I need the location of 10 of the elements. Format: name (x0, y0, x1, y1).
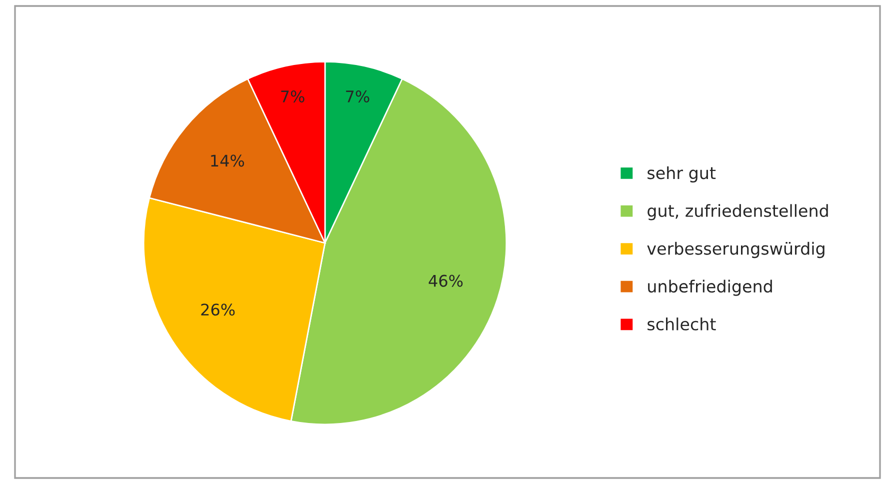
data-label: 26% (201, 304, 235, 316)
legend-label: unbefriedigend (648, 280, 772, 296)
data-label: 7% (281, 90, 304, 102)
legend-label: schlecht (648, 318, 716, 330)
legend-label: verbesserungswürdig (647, 242, 824, 258)
data-label: 14% (211, 154, 244, 167)
legend-label: gut, zufriedenstellend (648, 204, 828, 220)
data-label: 7% (346, 90, 370, 102)
data-label: 46% (428, 274, 463, 287)
legend-label: sehr gut (648, 166, 716, 182)
